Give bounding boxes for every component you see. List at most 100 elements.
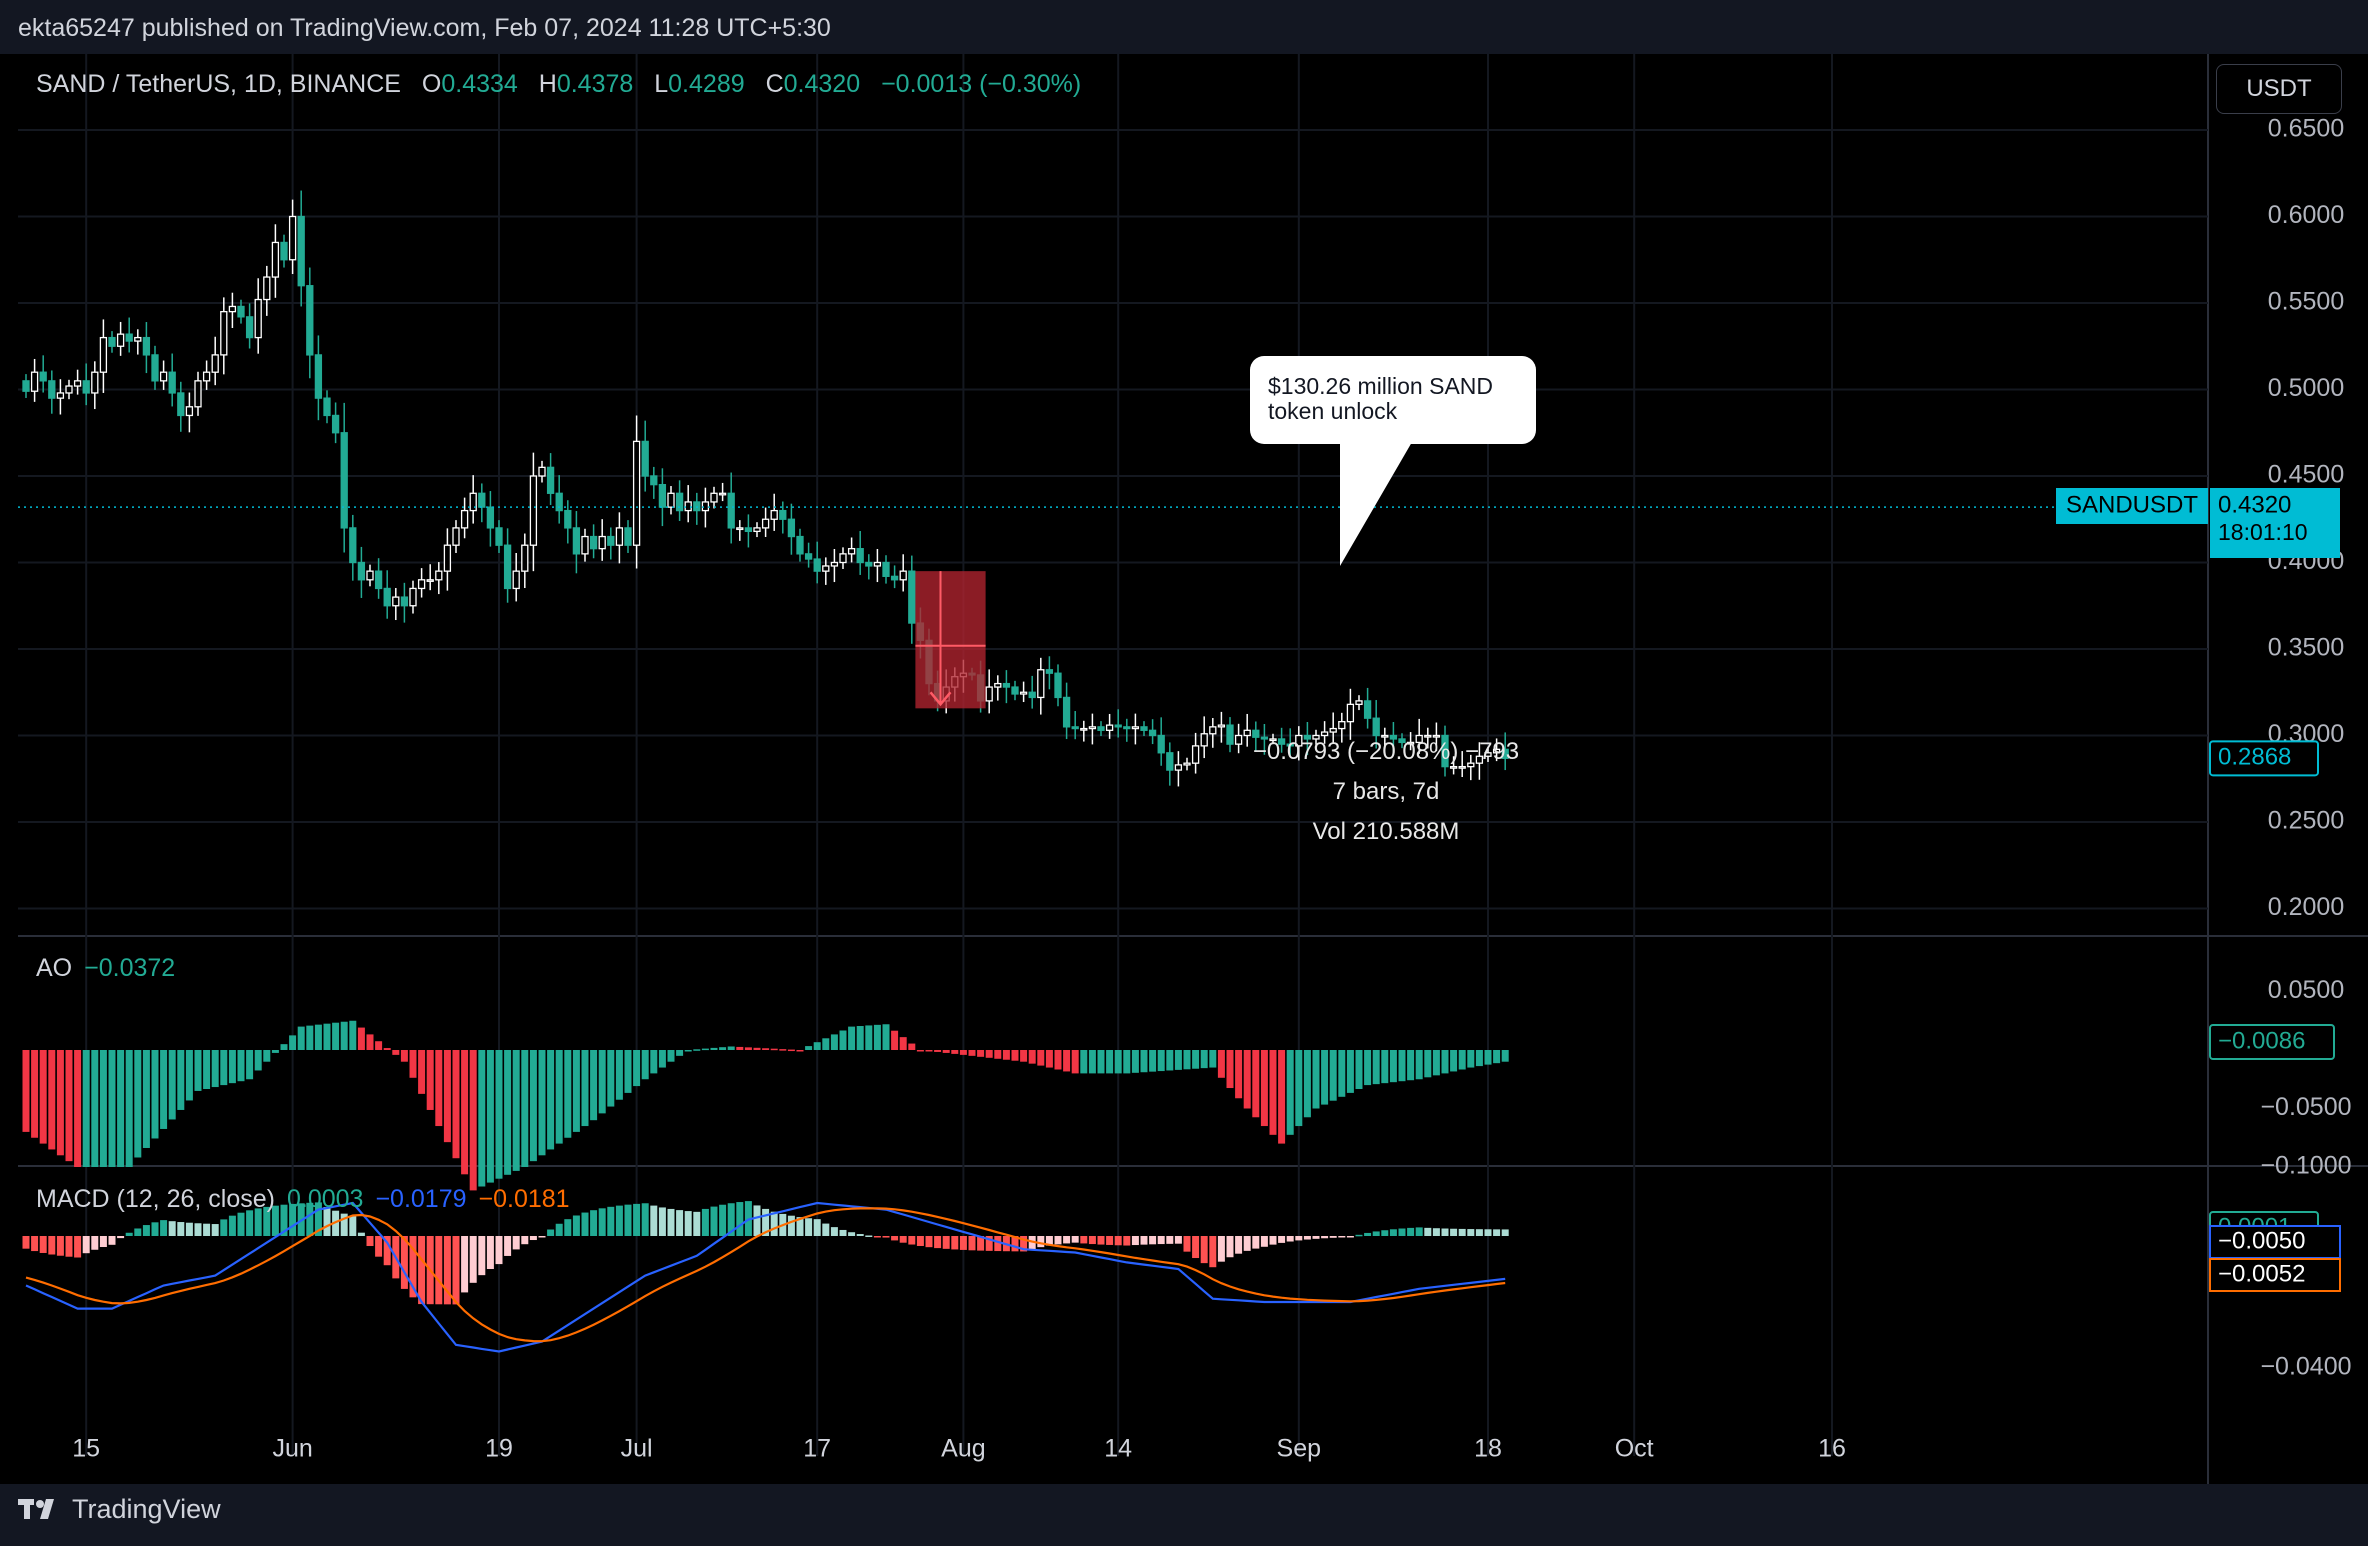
ao-bar — [641, 1050, 649, 1080]
ao-bar — [452, 1050, 460, 1159]
macd-hist-bar — [194, 1223, 202, 1236]
candle-body — [1045, 669, 1054, 674]
candle-body — [1174, 764, 1183, 771]
ao-tick-label: −0.0500 — [2260, 1093, 2351, 1121]
ao-bar — [908, 1043, 916, 1050]
ao-bar — [82, 1050, 90, 1167]
macd-hist-bar — [882, 1236, 890, 1238]
ao-bar — [1235, 1050, 1243, 1099]
ao-bar — [899, 1037, 907, 1050]
x-tick-label: 14 — [1104, 1435, 1132, 1463]
candle-body — [667, 492, 675, 508]
macd-hist-bar — [1278, 1236, 1286, 1243]
ao-bar — [727, 1046, 735, 1050]
macd-hist-bar — [228, 1215, 236, 1236]
ao-bar — [228, 1050, 236, 1084]
macd-hist-bar — [1329, 1236, 1337, 1238]
candle-body — [1415, 734, 1423, 744]
macd-hist-bar — [899, 1236, 907, 1243]
ao-bar — [74, 1050, 82, 1167]
ao-bar — [1209, 1050, 1217, 1068]
ao-bar — [581, 1050, 589, 1127]
macd-hist-bar — [168, 1221, 176, 1236]
ao-bar — [1269, 1050, 1277, 1135]
macd-hist-bar — [581, 1212, 589, 1236]
ao-bar — [1493, 1050, 1501, 1064]
candle-body — [443, 544, 452, 572]
candle-body — [770, 509, 778, 520]
ao-bar — [555, 1050, 563, 1144]
candle-body — [366, 570, 374, 581]
currency-button[interactable]: USDT — [2216, 64, 2342, 114]
ao-bar — [615, 1050, 623, 1100]
ao-bar — [357, 1027, 365, 1050]
macd-hist-bar — [891, 1236, 899, 1241]
candle-body — [340, 432, 348, 529]
ao-value-tag-text: −0.0086 — [2218, 1027, 2305, 1054]
candle-body — [718, 492, 727, 496]
candle-body — [882, 561, 890, 577]
high-label: H — [538, 70, 557, 98]
tradingview-brand[interactable]: TradingView — [18, 1494, 221, 1525]
ao-bar — [39, 1050, 47, 1144]
ao-bar — [1088, 1050, 1096, 1074]
macd-hist-bar — [951, 1236, 959, 1250]
ao-bar — [1054, 1050, 1062, 1070]
macd-hist-bar — [357, 1232, 365, 1236]
symbol-legend: SAND / TetherUS, 1D, BINANCE O0.4334 H0.… — [36, 70, 1095, 99]
ao-bar — [1200, 1050, 1208, 1069]
macd-hist-bar — [383, 1236, 391, 1266]
macd-hist-bar — [641, 1203, 649, 1236]
candle-body — [1183, 762, 1191, 766]
measure-change: −0.0793 (−20.08%) −793 — [1252, 738, 1520, 765]
macd-hist-bar — [1501, 1229, 1509, 1236]
change-value: −0.0013 (−0.30%) — [881, 70, 1082, 98]
macd-hist-bar — [1338, 1236, 1346, 1238]
candle-body — [1080, 727, 1088, 731]
token-unlock-callout: $130.26 million SAND token unlock — [1250, 356, 1536, 444]
candle-body — [890, 575, 899, 581]
ao-bar — [1071, 1050, 1079, 1074]
ao-bar — [289, 1035, 297, 1050]
ao-bar — [710, 1047, 718, 1050]
candle-body — [847, 548, 856, 555]
ao-bar — [91, 1050, 99, 1167]
candle-body — [1234, 734, 1243, 745]
ao-bar — [891, 1030, 899, 1050]
candle-body — [908, 570, 916, 624]
macd-hist-bar — [1045, 1236, 1053, 1246]
ao-bar — [873, 1024, 881, 1050]
ao-bar — [443, 1050, 451, 1143]
macd-hist-bar — [916, 1236, 924, 1246]
ao-bar — [1020, 1050, 1028, 1062]
macd-hist-bar — [151, 1222, 159, 1236]
macd-hist-bar — [82, 1236, 90, 1254]
candle-body — [323, 397, 331, 417]
callout-pointer — [1340, 442, 1412, 566]
macd-hist-bar — [254, 1208, 262, 1236]
ao-value: −0.0372 — [84, 954, 176, 982]
ao-bar — [1346, 1050, 1354, 1093]
x-tick-label: 15 — [72, 1435, 100, 1463]
candle-body — [426, 579, 434, 582]
ao-bar — [1338, 1050, 1346, 1097]
ao-bar — [512, 1050, 520, 1171]
candle-body — [572, 527, 581, 555]
macd-hist-bar — [461, 1236, 469, 1293]
ao-bar — [1312, 1050, 1320, 1109]
ao-bar — [237, 1050, 245, 1082]
measure-volume: Vol 210.588M — [1312, 818, 1460, 845]
ao-bar — [1475, 1050, 1483, 1067]
macd-signal-tag-text: −0.0052 — [2218, 1260, 2305, 1287]
macd-hist-bar — [564, 1219, 572, 1236]
candle-body — [417, 579, 426, 590]
ao-bar — [1045, 1050, 1053, 1068]
ao-bar — [865, 1025, 873, 1050]
ao-bar — [1364, 1050, 1372, 1086]
candle-body — [1105, 724, 1114, 731]
ao-bar — [959, 1050, 967, 1055]
candle-body — [220, 310, 228, 356]
price-chart[interactable]: 15 Jun 19 Jul 17 Aug 14 Sep 18 Oct 16 0.6500 0.6000 0… — [0, 54, 2368, 1484]
measure-bars: 7 bars, 7d — [1332, 778, 1440, 805]
ao-bar — [1157, 1050, 1165, 1072]
